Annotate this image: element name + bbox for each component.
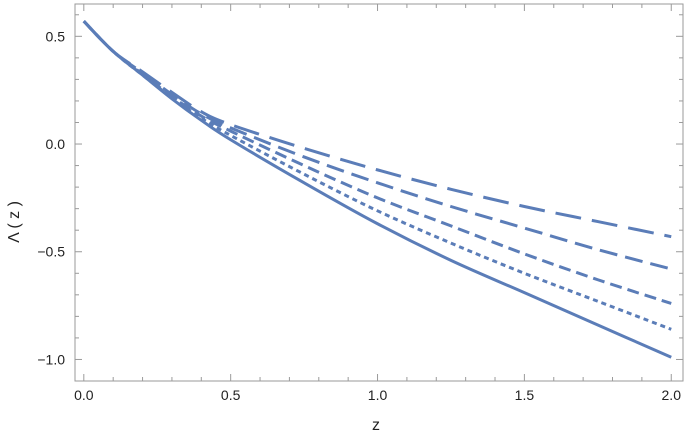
x-tick-label: 1.0 [368, 387, 388, 403]
plot-border [74, 3, 684, 382]
x-tick-label: 0.0 [74, 387, 94, 403]
x-axis-label: z [372, 417, 380, 434]
x-tick-label: 2.0 [662, 387, 682, 403]
plot-frame [74, 3, 684, 382]
y-axis-label: Λ ( z ) [6, 201, 23, 243]
series-line-4-dash-long [82, 20, 672, 271]
y-tick-label: −0.5 [37, 244, 65, 260]
series-line-1-solid [82, 20, 672, 359]
x-tick-label: 1.5 [515, 387, 535, 403]
x-tick-label: 0.5 [221, 387, 241, 403]
y-tick-label: 0.0 [46, 136, 66, 152]
series-line-5-dash-xlong [82, 20, 672, 239]
series-line-3-dash-medium [82, 20, 672, 305]
y-tick-label: −1.0 [37, 351, 65, 367]
axis-ticks: 0.0 0.5 1.0 1.5 2.0 0.5 0.0 −0.5 −1.0 [37, 4, 683, 403]
series-line-2-dash-short [82, 20, 672, 331]
y-tick-label: 0.5 [46, 28, 66, 44]
series-lines [82, 20, 672, 359]
